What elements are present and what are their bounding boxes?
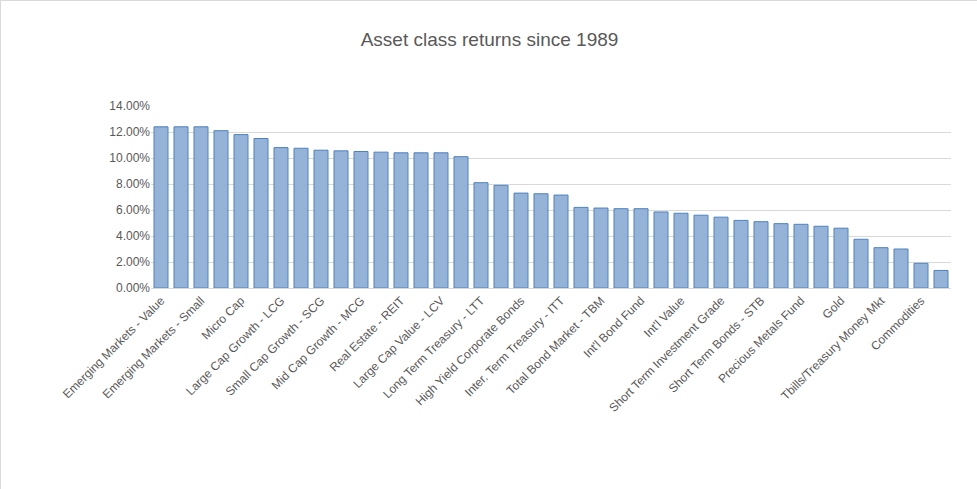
svg-text:6.00%: 6.00% [116,203,150,217]
svg-text:Large Cap Value - LCV: Large Cap Value - LCV [350,294,447,391]
svg-text:Short Term Bonds - STB: Short Term Bonds - STB [666,294,768,396]
svg-text:2.00%: 2.00% [116,255,150,269]
svg-text:Int'l Value: Int'l Value [641,294,687,340]
svg-text:Micro Cap: Micro Cap [199,294,248,343]
svg-text:Real Estate - REIT: Real Estate - REIT [327,293,408,374]
svg-text:Emerging Markets - Small: Emerging Markets - Small [100,294,208,402]
svg-text:Gold: Gold [820,294,848,322]
svg-text:Tbills/Treasury Money Mkt: Tbills/Treasury Money Mkt [778,293,888,403]
svg-text:Inter. Term Treasury - ITT: Inter. Term Treasury - ITT [462,293,568,399]
svg-text:4.00%: 4.00% [116,229,150,243]
svg-text:Commodities: Commodities [868,294,927,353]
svg-text:14.00%: 14.00% [109,99,150,113]
svg-text:10.00%: 10.00% [109,151,150,165]
svg-text:High Yield Corporate Bonds: High Yield Corporate Bonds [413,294,528,409]
svg-text:8.00%: 8.00% [116,177,150,191]
svg-text:Int'l Bond Fund: Int'l Bond Fund [581,294,648,361]
svg-text:Large Cap Growth - LCG: Large Cap Growth - LCG [183,294,287,398]
svg-text:Emerging Markets - Value: Emerging Markets - Value [60,294,168,402]
svg-text:Total Bond Market - TBM: Total Bond Market - TBM [504,294,608,398]
svg-text:Small Cap Growth - SCG: Small Cap Growth - SCG [223,294,328,399]
svg-text:Mid Cap Growth - MCG: Mid Cap Growth - MCG [269,294,368,393]
svg-text:Long Term Treasury - LTT: Long Term Treasury - LTT [380,293,488,401]
svg-text:0.00%: 0.00% [116,281,150,295]
svg-text:12.00%: 12.00% [109,125,150,139]
svg-text:Precious Metals Fund: Precious Metals Fund [715,294,807,386]
svg-text:Short Term Investment Grade: Short Term Investment Grade [606,294,727,415]
svg-text:Asset class returns since 1989: Asset class returns since 1989 [361,29,619,50]
